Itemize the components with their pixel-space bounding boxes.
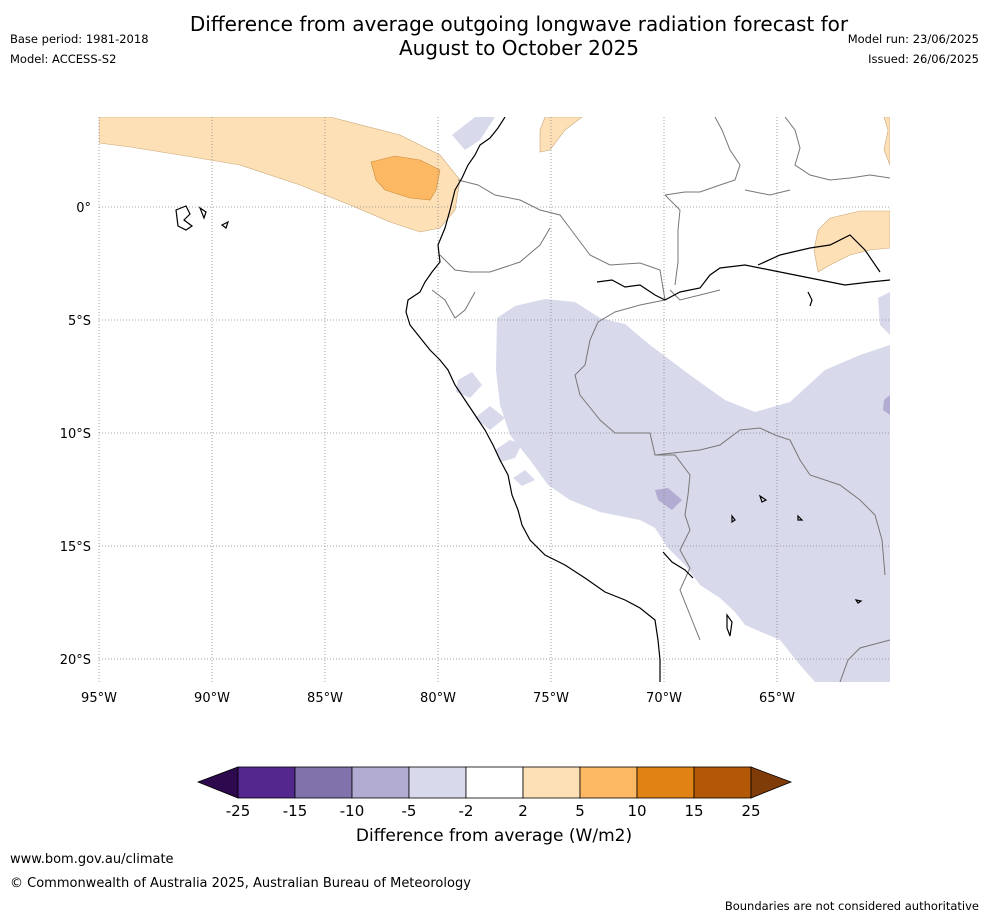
lat-tick-label: 20°S [60, 653, 91, 668]
colorbar-segment [408, 766, 467, 799]
colorbar-tick-label: 10 [627, 802, 646, 820]
lon-tick-label: 70°W [646, 691, 682, 706]
colorbar-high-arrow [750, 766, 793, 799]
colorbar-tick-label: -2 [459, 802, 474, 820]
graticule [98, 117, 890, 682]
positive-anomaly-region [99, 117, 461, 233]
colorbar-ticks: -25 -15 -10 -5 -2 2 5 10 15 25 [226, 802, 761, 820]
strong-negative-anomaly-region [655, 488, 682, 510]
negative-anomaly-region [496, 299, 890, 682]
colorbar-tick-label: -10 [340, 802, 365, 820]
colorbar-segment [294, 766, 353, 799]
colorbar-tick-label: 25 [741, 802, 760, 820]
longitude-labels: 95°W 90°W 85°W 80°W 75°W 70°W 65°W [81, 691, 795, 706]
lat-tick-label: 0° [76, 201, 91, 216]
footer-copyright: © Commonwealth of Australia 2025, Austra… [10, 876, 471, 891]
footer-url-link[interactable]: www.bom.gov.au/climate [10, 852, 174, 867]
lon-tick-label: 95°W [81, 691, 117, 706]
lon-tick-label: 85°W [307, 691, 343, 706]
base-period-label: Base period: 1981-2018 [10, 32, 149, 46]
positive-anomaly-region [539, 117, 583, 153]
colorbar-segment [693, 766, 752, 799]
country-borders [431, 117, 890, 682]
colorbar-tick-label: 15 [684, 802, 703, 820]
strong-negative-anomaly-region [883, 395, 890, 415]
coastline [175, 117, 890, 682]
footer-boundary-note: Boundaries are not considered authoritat… [724, 899, 979, 913]
negative-anomaly-region [495, 440, 522, 462]
negative-anomaly-region [475, 406, 505, 430]
colorbar-tick-label: 5 [575, 802, 585, 820]
lon-tick-label: 75°W [533, 691, 569, 706]
colorbar-tick-label: -5 [402, 802, 417, 820]
colorbar-low-arrow [196, 766, 239, 799]
colorbar-segment [351, 766, 410, 799]
colorbar-tick-label: -15 [283, 802, 308, 820]
colorbar-segment [579, 766, 638, 799]
colorbar-tick-label: -25 [226, 802, 251, 820]
lat-tick-label: 10°S [60, 427, 91, 442]
colorbar-segment [636, 766, 695, 799]
colorbar-segment [522, 766, 581, 799]
lon-tick-label: 80°W [420, 691, 456, 706]
model-run-label: Model run: 23/06/2025 [847, 32, 979, 46]
lon-tick-label: 65°W [759, 691, 795, 706]
negative-anomaly-region [513, 470, 535, 486]
title-line-2: August to October 2025 [398, 36, 640, 60]
model-label: Model: ACCESS-S2 [10, 52, 117, 66]
lon-tick-label: 90°W [194, 691, 230, 706]
lat-tick-label: 5°S [68, 314, 91, 329]
anomaly-layer [99, 117, 890, 682]
negative-anomaly-region [452, 117, 495, 150]
positive-anomaly-region [813, 210, 890, 273]
title-line-1: Difference from average outgoing longwav… [189, 12, 849, 36]
lat-tick-label: 15°S [60, 540, 91, 555]
strong-positive-anomaly-region [370, 155, 441, 201]
meta-right: Model run: 23/06/2025 Issued: 26/06/2025 [848, 32, 979, 72]
issued-label: Issued: 26/06/2025 [868, 52, 979, 66]
latitude-labels: 0° 5°S 10°S 15°S 20°S [60, 201, 91, 668]
colorbar-segment [237, 766, 296, 799]
positive-anomaly-region [883, 117, 890, 166]
colorbar-tick-label: 2 [518, 802, 528, 820]
negative-anomaly-region [456, 372, 482, 398]
map-title: Difference from average outgoing longwav… [0, 12, 988, 60]
meta-left: Base period: 1981-2018 Model: ACCESS-S2 [10, 32, 149, 72]
colorbar-segment [465, 766, 524, 799]
colorbar-title: Difference from average (W/m2) [355, 826, 633, 846]
colorbar [196, 766, 793, 799]
negative-anomaly-region [878, 292, 890, 335]
